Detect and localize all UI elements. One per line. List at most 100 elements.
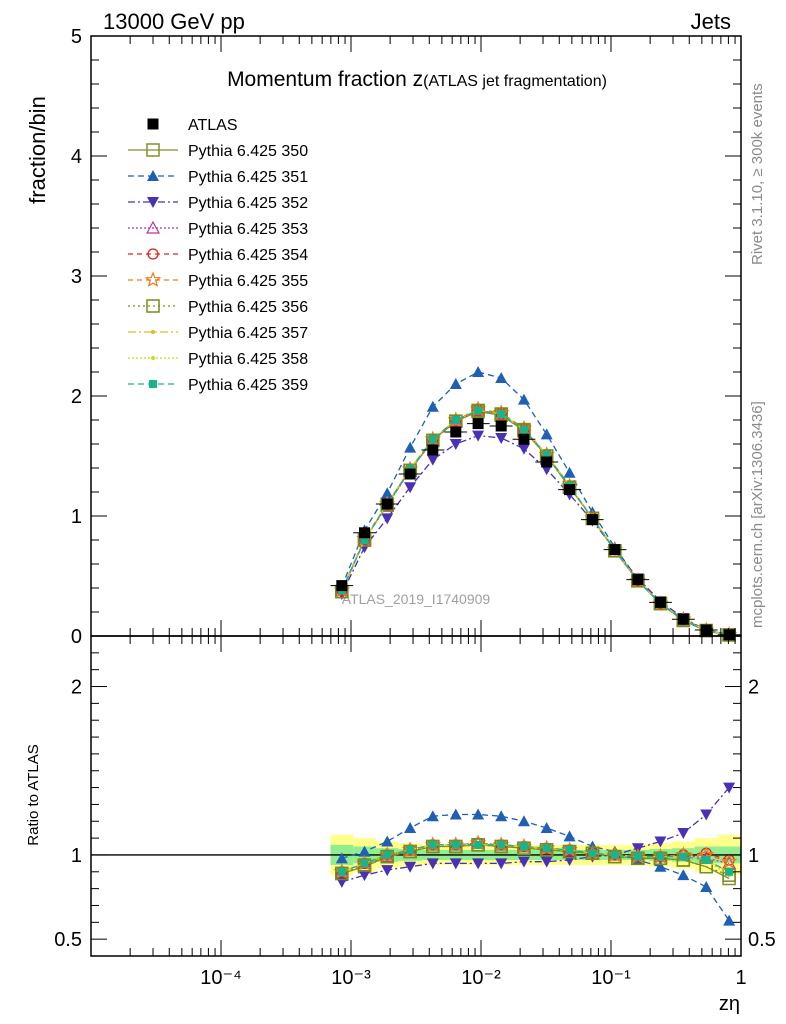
ratio-9-point-4: [428, 840, 437, 849]
data-point-16: [700, 624, 712, 636]
legend-label-4: Pythia 6.425 354: [188, 247, 308, 264]
x-tick-label-1: 10⁻³: [331, 967, 371, 989]
series-line-5: [341, 408, 730, 636]
data-point-1: [358, 527, 370, 539]
ratio-5-point-17: [720, 853, 738, 869]
series-9-point-1: [360, 536, 369, 544]
ratio-1-point-4: [426, 810, 439, 822]
ratio-1-point-5: [449, 808, 462, 820]
ratio-line-8: [341, 844, 730, 876]
ratio-2-point-4: [426, 858, 439, 870]
data-point-11: [586, 514, 598, 526]
ratio-9-point-6: [474, 840, 483, 849]
series-9-point-7: [497, 410, 506, 418]
legend-marker-1: [147, 170, 159, 181]
analysis-watermark: ATLAS_2019_I1740909: [342, 591, 491, 607]
data-point-9: [541, 456, 553, 468]
ratio-6-point-5: [449, 839, 463, 854]
main-ytick-label-5: 5: [71, 26, 82, 48]
data-point-8: [518, 433, 530, 445]
ratio-9-point-7: [497, 840, 506, 849]
ratio-6-point-13: [631, 851, 645, 866]
data-point-14: [654, 596, 666, 608]
legend-marker-2: [147, 197, 159, 208]
series-2-point-7: [495, 433, 508, 444]
series-2-point-5: [449, 439, 462, 450]
data-point-7: [495, 420, 507, 432]
legend-marker-data: [147, 118, 159, 130]
ratio-2-point-5: [449, 858, 462, 870]
legend-marker-6: [146, 299, 160, 313]
ratio-6-point-7: [494, 839, 508, 854]
ratio-1-point-7: [495, 810, 508, 822]
series-1-point-3: [404, 441, 417, 453]
series-1-point-10: [563, 466, 576, 478]
ratio-1-point-15: [677, 869, 690, 881]
ratio-6-point-14: [653, 851, 668, 866]
legend-label-1: Pythia 6.425 351: [188, 169, 308, 186]
ratio-1-point-0: [335, 852, 348, 864]
ratio-9-point-17: [725, 867, 734, 876]
ratio-9-point-0: [337, 867, 346, 876]
legend-label-7: Pythia 6.425 357: [188, 325, 308, 342]
data-point-0: [336, 580, 348, 592]
series-line-2: [341, 434, 730, 636]
ratio-2-point-9: [540, 856, 553, 868]
legend-label-5: Pythia 6.425 355: [188, 273, 308, 290]
main-ytick-label-3: 3: [71, 266, 82, 288]
ratio-1-point-16: [700, 880, 713, 892]
ratio-line-1: [341, 813, 730, 921]
legend-marker-9: [149, 380, 157, 388]
ratio-1-point-17: [723, 914, 736, 926]
data-point-6: [472, 418, 484, 430]
main-ytick-label-0: 0: [71, 626, 82, 648]
mcplots-label: mcplots.cern.ch [arXiv:1306.3436]: [749, 401, 766, 628]
series-2-point-6: [472, 430, 485, 442]
ratio-1-point-1: [358, 845, 371, 857]
ratio-9-point-13: [633, 852, 642, 861]
series-1-point-4: [426, 400, 439, 412]
series-9-point-5: [451, 416, 460, 424]
data-point-17: [723, 629, 735, 641]
ratio-2-point-3: [404, 861, 417, 873]
main-ytick-label-4: 4: [71, 146, 82, 168]
ratio-2-point-14: [654, 836, 667, 848]
ratio-9-point-16: [702, 856, 711, 864]
data-point-4: [427, 444, 439, 456]
ratio-ytick-label-right-2: 2: [748, 677, 759, 699]
series-4-point-7: [495, 408, 507, 420]
data-point-13: [632, 574, 644, 586]
data-point-2: [381, 498, 393, 510]
ratio-2-point-16: [700, 809, 713, 821]
legend-label-6: Pythia 6.425 356: [188, 299, 308, 316]
ratio-9-point-12: [610, 850, 619, 859]
legend-marker-7: [151, 330, 155, 334]
ratio-1-point-10: [563, 830, 576, 842]
ratio-2-point-0: [335, 876, 348, 888]
ratio-6-point-12: [608, 849, 622, 864]
ratio-9-point-5: [451, 840, 460, 849]
series-2-point-2: [381, 513, 394, 525]
series-9-point-9: [542, 450, 551, 459]
ratio-6-point-9: [539, 843, 554, 857]
ratio-line-2: [341, 787, 730, 883]
ratio-1-point-2: [381, 835, 394, 847]
series-6-point-6: [471, 403, 485, 418]
ratio-2-point-2: [381, 865, 394, 877]
main-y-axis-label: fraction/bin: [25, 96, 50, 204]
ratio-1-point-14: [654, 860, 667, 872]
ratio-2-point-7: [495, 858, 508, 870]
header-energy: 13000 GeV pp: [103, 9, 245, 34]
ratio-2-point-17: [723, 782, 736, 794]
legend-label-9: Pythia 6.425 359: [188, 377, 308, 394]
series-1-point-5: [449, 378, 462, 389]
legend-label-8: Pythia 6.425 358: [188, 351, 308, 368]
x-tick-label-3: 10⁻¹: [591, 967, 631, 989]
chart-title-sub: (ATLAS jet fragmentation): [423, 73, 607, 90]
main-ytick-label-1: 1: [71, 506, 82, 528]
header-process: Jets: [691, 9, 731, 34]
series-2-point-4: [426, 454, 439, 466]
ratio-1-point-9: [540, 822, 553, 833]
data-point-10: [564, 484, 576, 496]
x-tick-label-2: 10⁻²: [461, 967, 501, 989]
